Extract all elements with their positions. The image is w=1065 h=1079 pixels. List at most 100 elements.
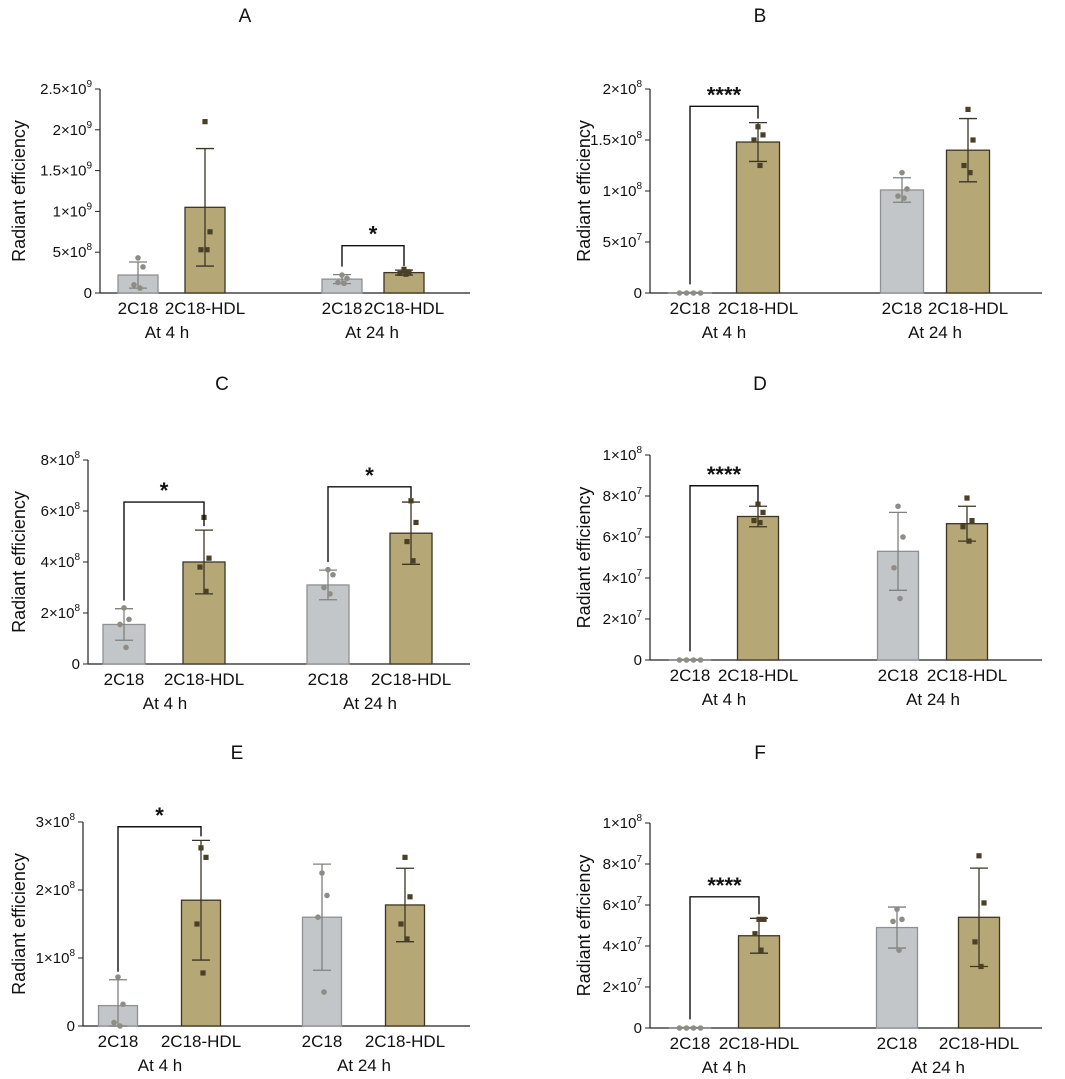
- panel-e-bar-g1-0-point-3: [321, 989, 327, 995]
- panel-e-title: E: [231, 743, 244, 764]
- panel-d-bar-g1-0-label: 2C18: [878, 666, 919, 685]
- panel-e-bar-g1-0-point-0: [319, 870, 325, 876]
- panel-a-group-label-0: At 4 h: [145, 323, 189, 342]
- panel-f-sig-label-0: ****: [707, 873, 742, 898]
- panel-b-bar-g0-0-point-1: [683, 290, 690, 296]
- panel-e-bar-g1-0-label: 2C18: [302, 1032, 343, 1051]
- panel-d-bar-g0-1-point-3: [757, 520, 763, 526]
- panel-a-bar-g1-1-label: 2C18-HDL: [364, 299, 444, 318]
- panel-b-bar-g1-1-label: 2C18-HDL: [928, 299, 1008, 318]
- panel-d-bar-g0-0-point-3: [697, 657, 704, 663]
- panel-d-group-label-1: At 24 h: [906, 690, 960, 709]
- panel-b-ytick-label-3: 1.5×108: [590, 130, 642, 149]
- panel-c: C Radiant efficiency 0 2×108 4×108 6×108 8×108…: [9, 374, 470, 713]
- panel-d-ytick-label-4: 8×107: [603, 486, 643, 505]
- panel-d-bar-g1-1-label: 2C18-HDL: [927, 666, 1007, 685]
- panel-b-bar-g0-0-point-3: [697, 290, 704, 296]
- panel-c-sig-label-0: *: [160, 478, 169, 503]
- panel-d-bar-g1-1: [945, 523, 989, 661]
- panel-e-bar-g1-1-point-0: [402, 854, 408, 860]
- panel-b-ytick-label-4: 2×108: [603, 79, 643, 98]
- panel-b-bar-g0-1-point-0: [755, 124, 761, 130]
- panel-d-bar-g0-1-point-1: [760, 509, 766, 515]
- panel-c-ytick-label-2: 4×108: [41, 552, 81, 571]
- panel-c-group-label-1: At 24 h: [343, 694, 397, 713]
- panel-c-ytick-label-3: 6×108: [41, 501, 81, 520]
- panel-f-bar-g0-0-point-3: [697, 1025, 704, 1031]
- panel-f-bar-g1-1-label: 2C18-HDL: [939, 1034, 1019, 1053]
- panel-d-ytick-label-0: 0: [634, 652, 642, 669]
- panel-f-group-label-1: At 24 h: [911, 1058, 965, 1074]
- panel-f-bar-g0-0-point-1: [683, 1025, 690, 1031]
- panel-b-bar-g1-1-point-1: [970, 137, 976, 143]
- panel-a-bar-g0-1-point-0: [202, 119, 208, 125]
- panel-b-bar-g1-1-point-2: [961, 162, 967, 169]
- panel-c-bar-g0-1-point-3: [203, 588, 209, 594]
- panel-d-bar-g0-1-point-0: [755, 501, 761, 507]
- panel-b-group-label-0: At 4 h: [702, 323, 746, 342]
- panel-d-ytick-label-1: 2×107: [603, 609, 643, 628]
- panel-c-bar-g1-0-point-0: [325, 566, 331, 573]
- panel-b-bar-g1-1-point-0: [965, 106, 971, 112]
- panel-c-bar-g0-1-point-1: [206, 555, 212, 561]
- panel-c-bar-g0-0-point-2: [117, 621, 123, 628]
- panel-e-group-label-1: At 24 h: [337, 1056, 391, 1074]
- panel-a-sig-bracket-0: [341, 244, 405, 267]
- panel-e-bar-g0-0-point-3: [117, 1023, 123, 1029]
- panel-e-bar-g1-1-point-3: [404, 936, 410, 942]
- panel-c-sig-bracket-1: [327, 486, 412, 563]
- panel-a-sig-label-0: *: [369, 222, 378, 247]
- panel-e-sig-bracket-0: [117, 826, 202, 972]
- panel-d-bar-g1-1-point-2: [960, 524, 966, 530]
- panel-a-bar-g0-0-point-1: [140, 264, 146, 270]
- panel-a-bar-g1-1-point-2: [397, 270, 403, 277]
- panel-e-ytick-label-3: 3×108: [36, 812, 76, 831]
- panel-c-bar-g1-1-point-3: [410, 558, 416, 564]
- panel-e-bar-g0-0-point-0: [115, 974, 121, 980]
- panel-f-bar-g0-1-point-1: [761, 916, 767, 922]
- panel-b-bar-g0-1-label: 2C18-HDL: [718, 299, 798, 318]
- panel-f-bar-g1-0-point-1: [899, 916, 905, 923]
- panel-d-bar-g1-0-point-1: [900, 534, 906, 540]
- panel-c-sig-bracket-0: [123, 501, 205, 601]
- panel-e-bar-g0-1-point-0: [198, 845, 204, 851]
- panel-a-bar-g0-0-point-2: [131, 282, 137, 288]
- panel-b-sig-bracket-0: [689, 105, 759, 285]
- panel-c-title: C: [215, 374, 229, 395]
- panel-a-ytick-label-5: 2.5×109: [40, 79, 92, 98]
- panel-d-ylabel: Radiant efficiency: [574, 487, 594, 629]
- panel-a-bar-g0-1-label: 2C18-HDL: [165, 299, 245, 318]
- panel-e-ytick-label-1: 1×108: [36, 948, 76, 967]
- panel-a-bar-g0-0-point-0: [135, 255, 141, 261]
- panel-f-title: F: [754, 743, 766, 764]
- panel-f-bar-g0-0-point-0: [676, 1025, 683, 1031]
- panel-b-bar-g1-1-point-3: [967, 170, 973, 176]
- panel-b: B Radiant efficiency 0 5×107 1×108 1.5×108 2×1…: [574, 6, 1042, 342]
- panel-d-group-label-0: At 4 h: [702, 690, 746, 709]
- panel-a-bar-g0-0-label: 2C18: [118, 299, 159, 318]
- panel-f-bar-g0-1-point-0: [756, 916, 762, 922]
- panel-a-ytick-label-3: 1.5×109: [40, 161, 92, 180]
- panel-a-bar-g1-0-point-0: [339, 272, 345, 278]
- panel-c-bar-g0-1-point-2: [197, 564, 203, 570]
- panel-b-bar-g0-1-point-2: [751, 137, 757, 143]
- panel-b-sig-label-0: ****: [707, 82, 742, 107]
- panel-e: E Radiant efficiency 0 1×108 2×108 3×108 2C18 2…: [9, 743, 470, 1075]
- panel-d-sig-bracket-0: [689, 485, 759, 652]
- panel-b-bar-g1-0: [879, 189, 925, 294]
- panel-f-bar-g1-0-point-2: [890, 918, 896, 925]
- panel-a-group-label-1: At 24 h: [345, 323, 399, 342]
- panel-c-ytick-label-4: 8×108: [41, 450, 81, 469]
- panel-d-bar-g0-1: [736, 515, 780, 661]
- panel-c-bar-g1-1-point-2: [404, 539, 410, 545]
- panel-a-bar-g0-0-point-3: [137, 285, 143, 291]
- panel-a-bar-g1-1-point-3: [403, 271, 409, 277]
- panel-b-ytick-label-0: 0: [634, 285, 642, 302]
- panel-a-ytick-label-2: 1×109: [53, 201, 93, 220]
- panel-a-ytick-label-4: 2×109: [53, 120, 93, 139]
- panel-b-ytick-label-1: 5×107: [603, 232, 643, 251]
- panel-a-bar-g1-0-point-2: [335, 279, 341, 286]
- panel-a-ytick-label-1: 5×108: [53, 242, 93, 261]
